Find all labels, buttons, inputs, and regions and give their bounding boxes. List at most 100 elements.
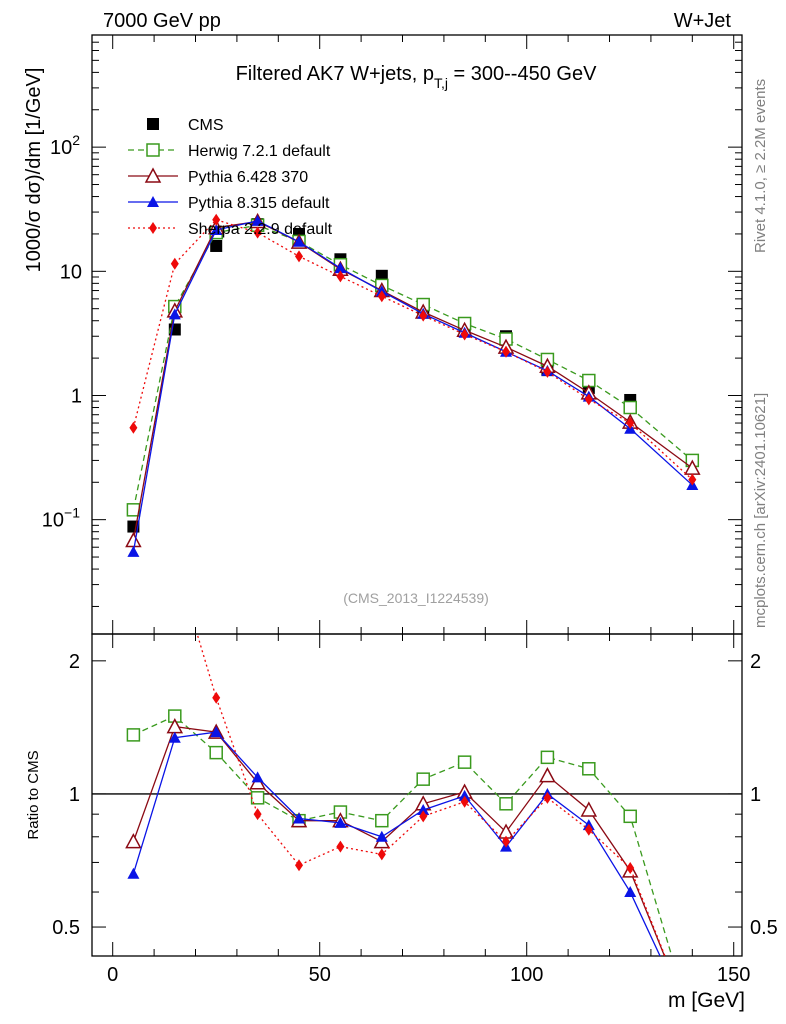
data-point <box>419 309 428 322</box>
legend-label: Pythia 6.428 370 <box>188 169 308 186</box>
series-line <box>132 220 693 541</box>
legend-marker <box>149 222 157 234</box>
legend-marker <box>147 196 159 207</box>
data-point <box>543 365 552 378</box>
header-right: W+Jet <box>674 10 732 32</box>
data-point <box>460 328 469 341</box>
data-point <box>295 250 304 263</box>
ratio-point <box>582 762 596 776</box>
ratio-point <box>375 813 389 828</box>
ratio-point <box>210 726 223 738</box>
ratio-point <box>126 728 141 742</box>
ratio-ytick-label: 2 <box>69 651 80 673</box>
ratio-point <box>624 886 637 898</box>
ratio-point <box>417 803 430 815</box>
ratio-point <box>540 750 555 765</box>
series-line <box>132 220 693 553</box>
legend-item: Pythia 6.428 370 <box>128 167 308 186</box>
legend-marker <box>146 143 160 157</box>
main-series-group <box>125 212 701 656</box>
ratio-point <box>623 809 637 824</box>
data-point <box>377 290 386 303</box>
data-point <box>251 214 264 226</box>
series-herwig-7-2-1-default <box>126 218 700 517</box>
ratio-line <box>133 715 673 956</box>
data-point <box>336 270 345 283</box>
ratio-point <box>293 812 306 824</box>
ratio-point <box>543 791 552 804</box>
data-point <box>129 421 138 434</box>
ratio-point <box>336 840 345 853</box>
ratio-point <box>458 789 471 801</box>
ratio-plot-frame <box>91 633 743 957</box>
data-point <box>686 644 698 656</box>
legend-label: Pythia 8.315 default <box>188 195 330 212</box>
legend-marker <box>147 118 159 130</box>
title-main: Filtered AK7 W+jets, p <box>236 63 434 85</box>
ratio-point <box>457 755 472 769</box>
legend-label: Herwig 7.2.1 default <box>188 143 331 160</box>
series-sherpa-2-2-9-default <box>129 213 697 486</box>
series-pythia-8-315-default <box>127 214 699 557</box>
data-point <box>626 417 635 430</box>
xtick-label: 50 <box>309 964 331 986</box>
data-point <box>293 235 306 247</box>
x-axis-ticks: 0 50 100 150 <box>107 35 750 986</box>
svg-text:Filtered AK7 W+jets, pT,j = 30: Filtered AK7 W+jets, pT,j = 300--450 GeV <box>236 63 598 91</box>
ratio-point <box>251 771 264 783</box>
legend-label: CMS <box>188 117 224 134</box>
data-point <box>253 226 262 239</box>
ratio-ytick-label-right: 2 <box>750 651 761 673</box>
ratio-point <box>209 745 223 760</box>
series-line <box>132 219 693 481</box>
main-ylabel: 1000/σ dσ)/dm [1/GeV] <box>23 68 45 273</box>
main-ytick-label: 1 <box>71 385 82 407</box>
data-point <box>334 262 347 274</box>
series-line <box>132 224 693 510</box>
rivet-version-label: Rivet 4.1.0, ≥ 2.2M events <box>752 79 769 253</box>
data-point <box>212 213 221 226</box>
ratio-point <box>499 797 513 811</box>
data-point <box>210 239 223 252</box>
ratio-ylabel: Ratio to CMS <box>25 750 42 839</box>
ratio-point <box>584 823 593 836</box>
ratio-point <box>212 691 221 704</box>
ratio-point <box>168 731 181 743</box>
legend-item: Pythia 8.315 default <box>128 195 330 212</box>
ratio-point <box>295 859 304 872</box>
ratio-point <box>127 867 140 879</box>
ratio-point <box>460 795 469 808</box>
data-point <box>125 531 142 548</box>
ratio-series-pythia-6-428-370 <box>125 718 666 956</box>
ratio-point <box>419 810 428 823</box>
legend-item: Sherpa 2.2.9 default <box>128 221 333 238</box>
ratio-ytick-label-right: 0.5 <box>750 917 778 939</box>
legend-marker <box>144 167 162 183</box>
data-point <box>502 345 511 358</box>
ratio-line <box>196 634 666 956</box>
ratio-point <box>539 767 556 783</box>
ratio-series-pythia-8-315-default <box>127 726 661 956</box>
ratio-point <box>253 808 262 821</box>
main-ytick-label: 102 <box>50 132 80 159</box>
ratio-point <box>375 830 388 842</box>
title-rest: = 300--450 GeV <box>448 63 597 85</box>
ratio-point <box>334 816 347 828</box>
analysis-watermark: (CMS_2013_I1224539) <box>343 590 489 606</box>
data-point <box>623 400 637 415</box>
data-point <box>127 545 140 557</box>
ratio-line <box>132 725 666 956</box>
ratio-line <box>132 731 661 956</box>
xtick-label: 0 <box>107 964 118 986</box>
legend-item: Herwig 7.2.1 default <box>128 143 331 160</box>
ratio-ytick-label: 1 <box>69 784 80 806</box>
ratio-series-herwig-7-2-1-default <box>126 709 673 956</box>
x-axis-label: m [GeV] <box>668 989 745 1012</box>
mcplots-label: mcplots.cern.ch [arXiv:2401.10621] <box>752 393 769 628</box>
legend: CMS Herwig 7.2.1 default Pythia 6.428 370 P… <box>128 117 333 238</box>
data-point <box>210 224 223 236</box>
xtick-label: 100 <box>510 964 543 986</box>
ratio-point <box>502 835 511 848</box>
ratio-point <box>416 772 430 786</box>
